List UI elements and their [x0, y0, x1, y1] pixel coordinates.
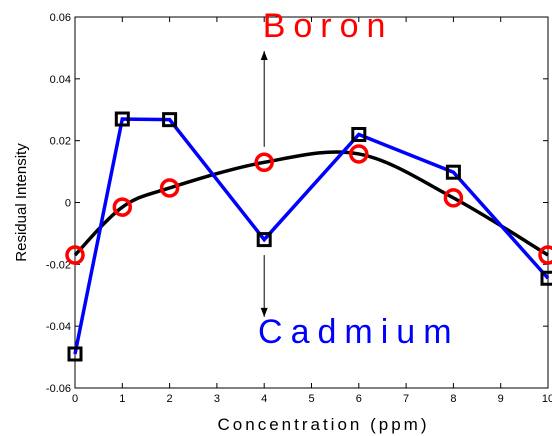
x-tick-label: 7: [403, 393, 409, 405]
x-tick-label: 9: [498, 393, 504, 405]
boron-point: [65, 245, 85, 265]
y-tick-label: 0: [65, 198, 71, 210]
cadmium-point: [540, 270, 552, 286]
x-tick-label: 10: [542, 393, 552, 405]
annotations-layer: Boron Cadmium: [258, 7, 459, 351]
cadmium-point: [162, 112, 178, 128]
tick-labels: 0 1 2 3 4 5 6 7 8 9 10 -0.06 -0.04 -0.02 0 0.02 0.04 0.06: [46, 12, 552, 405]
boron-point: [349, 144, 369, 164]
series-layer: [65, 111, 552, 362]
cadmium-point: [67, 346, 83, 362]
x-tick-label: 3: [214, 393, 220, 405]
cadmium-point: [114, 111, 130, 127]
y-tick-label: -0.04: [46, 321, 71, 333]
boron-arrow-head: [260, 51, 268, 61]
y-axis-title: Residual Intensity: [13, 143, 30, 262]
x-tick-label: 8: [450, 393, 456, 405]
cadmium-point: [351, 126, 367, 142]
boron-point: [112, 197, 133, 217]
boron-annotation-label: Boron: [263, 7, 394, 45]
x-tick-label: 0: [72, 393, 78, 405]
cadmium-arrow-head: [260, 307, 268, 317]
cadmium-point: [256, 232, 272, 248]
boron-series-line: [73, 150, 549, 257]
x-tick-label: 5: [308, 393, 314, 405]
x-axis-title: Concentration (ppm): [218, 415, 430, 434]
boron-point: [159, 178, 180, 198]
cadmium-series-line: [73, 117, 550, 355]
x-tick-label: 6: [356, 393, 362, 405]
boron-point: [254, 152, 274, 173]
x-tick-label: 4: [261, 393, 267, 405]
y-tick-label: -0.02: [46, 259, 71, 271]
y-tick-label: 0.06: [50, 12, 71, 24]
x-tick-label: 2: [167, 393, 173, 405]
y-tick-label: 0.02: [50, 136, 71, 148]
x-tick-label: 1: [119, 393, 125, 405]
cadmium-point: [445, 164, 461, 180]
boron-point: [538, 245, 552, 265]
y-tick-label: 0.04: [50, 74, 71, 86]
boron-point: [443, 188, 464, 208]
y-tick-label: -0.06: [46, 383, 71, 395]
cadmium-annotation-label: Cadmium: [258, 313, 459, 351]
